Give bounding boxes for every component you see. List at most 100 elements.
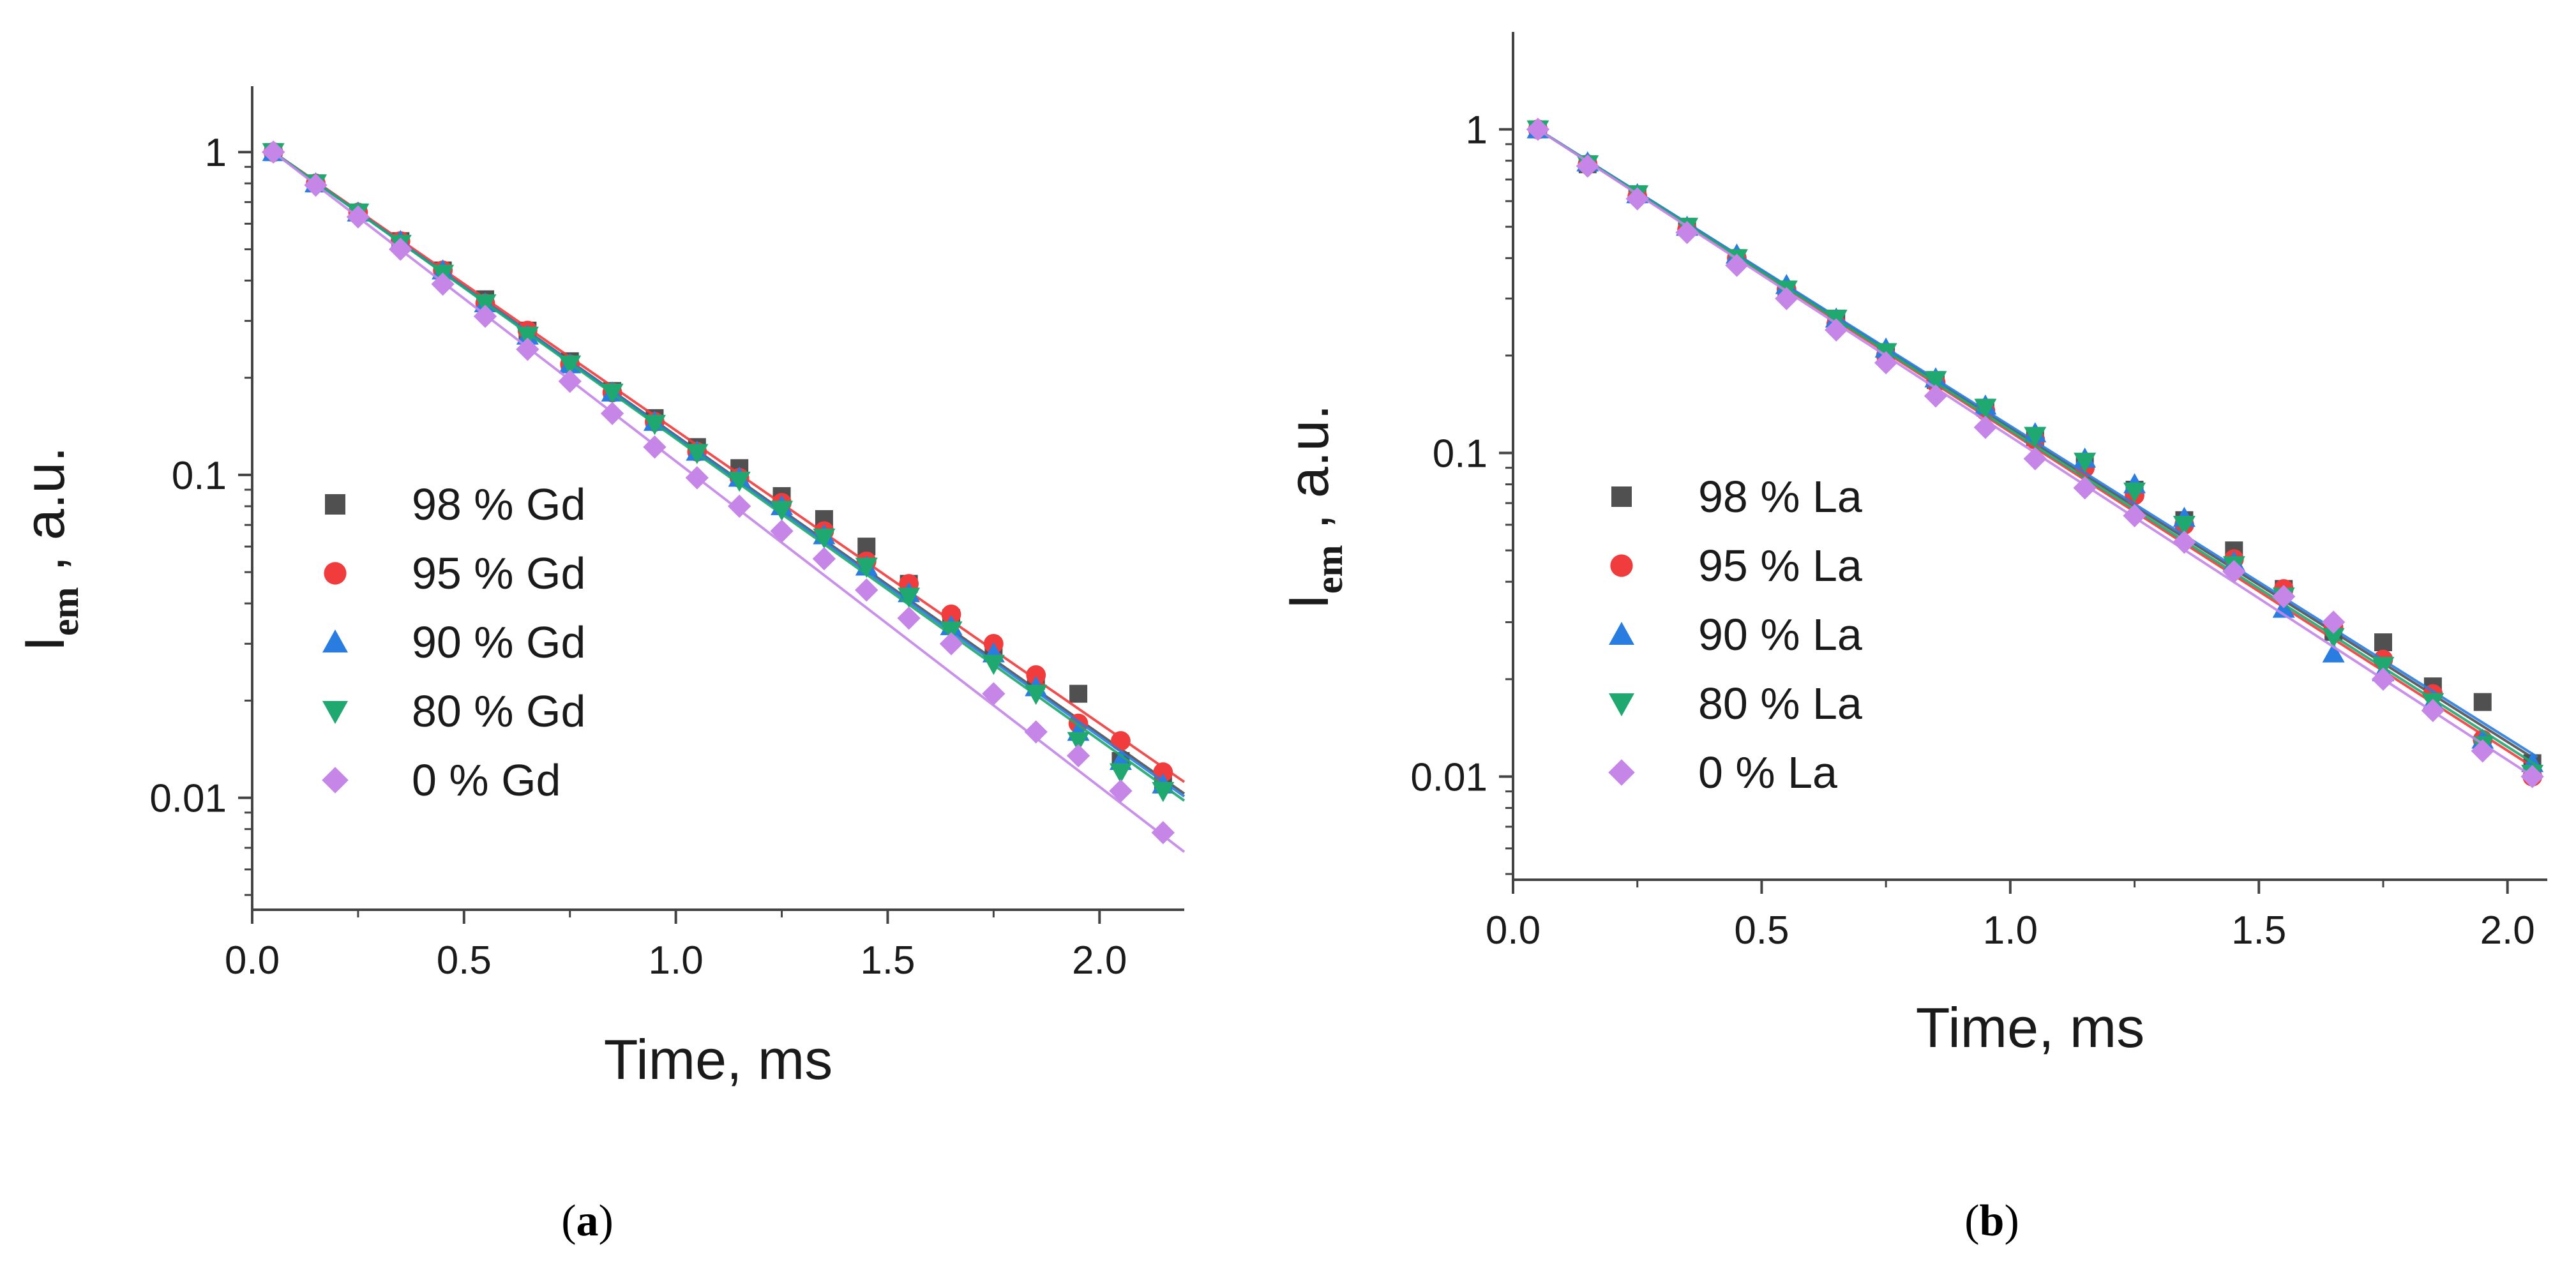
legend-label: 0 % La	[1698, 748, 1837, 797]
y-axis-title-sub: em	[1308, 545, 1350, 594]
y-tick-label: 1	[205, 131, 227, 175]
data-point	[2520, 765, 2544, 788]
data-point	[1024, 720, 1048, 744]
data-point	[1151, 820, 1175, 845]
data-point	[516, 326, 539, 347]
data-point	[346, 205, 370, 229]
legend: 98 % Gd 95 % Gd 90 % Gd 80 % Gd 0 % Gd	[322, 479, 585, 805]
legend-label: 98 % Gd	[412, 479, 585, 529]
x-tick-label: 1.5	[2231, 908, 2286, 953]
data-point	[1625, 187, 1649, 211]
data-point	[2421, 698, 2445, 723]
data-point	[2123, 504, 2146, 527]
data-point	[304, 173, 328, 197]
data-point	[2321, 610, 2346, 634]
y-tick-label: 0.01	[1410, 755, 1488, 799]
y-axis-title-rest: , a.u.	[1277, 404, 1340, 545]
legend-marker	[1611, 486, 1632, 507]
data-point	[1152, 781, 1175, 803]
legend-marker	[1608, 759, 1635, 786]
legend-marker	[1610, 554, 1633, 577]
series-0-gd	[261, 140, 1186, 853]
data-point	[2173, 531, 2196, 554]
data-point	[939, 632, 963, 656]
y-axis-title: Iem , a.u.	[1277, 404, 1350, 609]
data-point	[2173, 515, 2196, 536]
legend-marker	[1609, 622, 1634, 645]
x-axis-title: Time, ms	[604, 1028, 833, 1091]
data-point	[559, 355, 582, 376]
legend-label: 95 % La	[1698, 541, 1862, 591]
chart-panel-a: 0.0 0.5 1.0 1.5 2.0 1 0.1 0.01 Time, ms Iem , a.u…	[13, 86, 1186, 1246]
data-point	[643, 435, 667, 459]
data-point	[897, 607, 921, 630]
fit-line	[1537, 128, 2538, 767]
data-point	[2322, 642, 2345, 663]
data-point	[855, 557, 878, 578]
data-point	[2372, 656, 2395, 677]
data-point	[770, 519, 794, 543]
data-point	[941, 604, 961, 624]
data-point	[2272, 585, 2296, 608]
legend-marker	[324, 562, 347, 585]
data-point	[1675, 220, 1699, 245]
data-point	[1924, 384, 1948, 408]
x-tick-label: 0.0	[1486, 908, 1540, 953]
data-point	[1973, 416, 1998, 439]
data-point	[940, 621, 963, 642]
data-point	[1775, 287, 1798, 310]
data-point	[1874, 351, 1898, 375]
data-point	[474, 294, 497, 315]
y-axis-title-main: I	[1277, 594, 1340, 609]
data-point	[1069, 684, 1088, 703]
panel-label-close: )	[2004, 1196, 2019, 1246]
data-point	[2371, 667, 2395, 691]
data-point	[1026, 665, 1046, 685]
y-tick-label: 0.1	[1433, 432, 1488, 476]
x-tick-label: 1.5	[860, 938, 915, 983]
x-axis-title: Time, ms	[1916, 996, 2145, 1059]
data-point	[1526, 117, 1550, 141]
data-point	[771, 501, 794, 521]
data-point	[2023, 447, 2047, 471]
y-axis-title-main: I	[13, 636, 76, 651]
x-tick-label: 0.5	[1734, 908, 1789, 953]
series-80-gd	[262, 143, 1186, 803]
legend-marker	[325, 494, 345, 515]
data-point	[558, 370, 582, 393]
panel-label-open: (	[1964, 1196, 1979, 1246]
data-point	[727, 494, 751, 518]
y-tick-label: 1	[1466, 109, 1488, 153]
data-point	[2322, 628, 2345, 649]
data-point	[2374, 633, 2392, 652]
y-tick-label: 0.01	[149, 777, 227, 821]
data-point	[2123, 482, 2146, 503]
data-point	[516, 337, 539, 361]
x-tick-label: 2.0	[1072, 938, 1127, 983]
data-point	[1109, 779, 1133, 803]
data-point	[643, 414, 666, 435]
data-point	[1974, 398, 1997, 419]
data-point	[2471, 739, 2494, 763]
data-point	[686, 444, 709, 464]
data-point	[2222, 560, 2246, 584]
legend-label: 90 % Gd	[412, 617, 585, 667]
data-point	[812, 547, 836, 571]
y-axis-title-sub: em	[44, 587, 86, 637]
data-point	[1576, 154, 1600, 178]
y-axis-title-rest: , a.u.	[13, 446, 76, 587]
data-point	[1825, 318, 1848, 342]
data-point	[855, 578, 878, 602]
x-tick-label: 0.5	[437, 938, 492, 983]
legend-marker	[322, 629, 348, 652]
data-point	[2073, 476, 2097, 500]
legend: 98 % La 95 % La 90 % La 80 % La 0 % La	[1608, 472, 1862, 797]
data-point	[982, 682, 1006, 705]
data-point	[1725, 253, 1749, 277]
x-tick-label: 2.0	[2480, 908, 2535, 953]
data-point	[261, 140, 285, 164]
data-point	[431, 272, 455, 296]
data-point	[813, 528, 836, 549]
data-point	[1111, 731, 1131, 751]
